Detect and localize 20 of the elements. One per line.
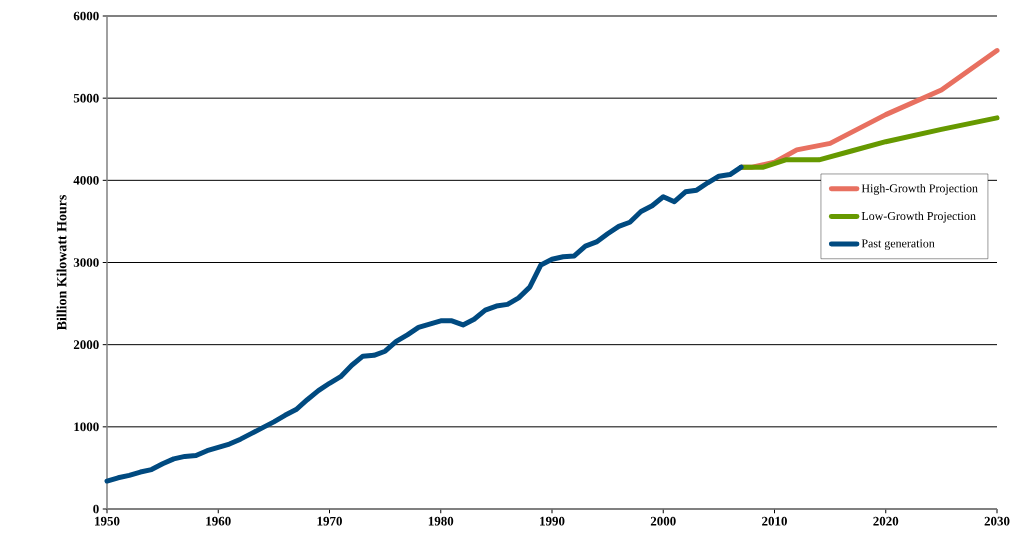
legend-label: High-Growth Projection	[861, 183, 978, 195]
y-tick-label: 6000	[73, 11, 99, 21]
x-tick-label: 2030	[984, 516, 1010, 526]
legend-label: Low-Growth Projection	[861, 211, 976, 223]
x-tick-label: 1970	[317, 516, 342, 526]
y-axis-title: Billion Kilowatt Hours	[56, 195, 67, 331]
y-tick-label: 3000	[73, 258, 99, 267]
x-tick-label: 1950	[95, 516, 120, 526]
y-tick-label: 4000	[73, 175, 99, 185]
x-tick-label: 2010	[762, 516, 787, 526]
legend-label: Past generation	[861, 239, 935, 250]
y-tick-label: 1000	[74, 422, 99, 432]
y-tick-label: 0	[93, 504, 99, 514]
x-tick-label: 2020	[873, 516, 899, 526]
x-tick-label: 2000	[650, 516, 676, 526]
x-tick-label: 1960	[206, 516, 231, 526]
x-tick-label: 1990	[540, 516, 565, 526]
y-tick-label: 5000	[73, 93, 99, 103]
y-tick-label: 2000	[73, 340, 99, 350]
x-tick-label: 1980	[428, 516, 454, 526]
